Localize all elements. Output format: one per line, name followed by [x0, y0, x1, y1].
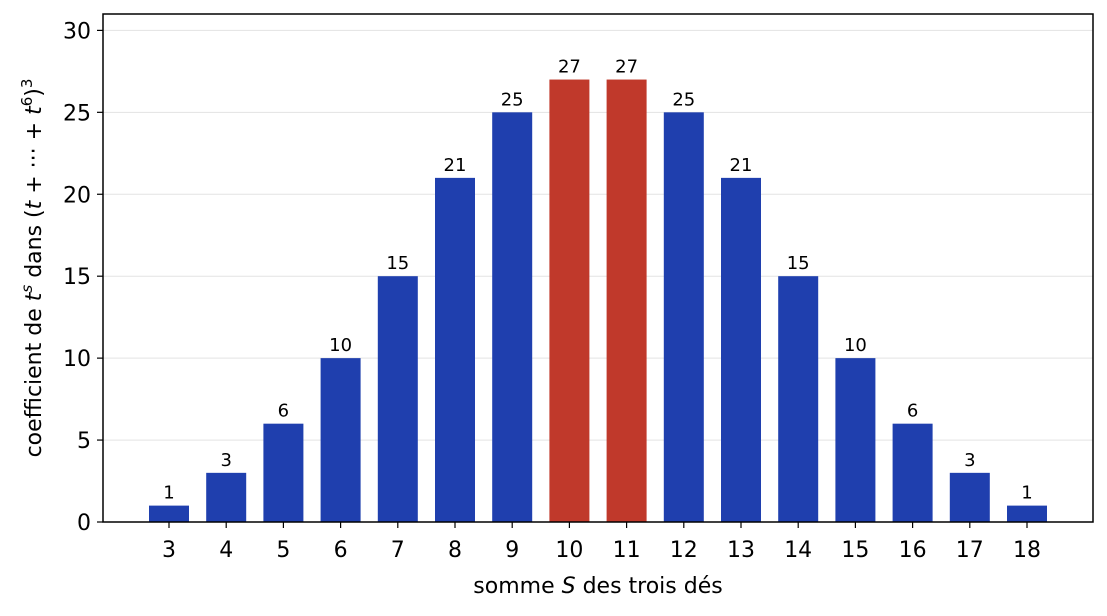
- bar-13: [721, 177, 761, 522]
- data-label-13: 21: [730, 155, 753, 176]
- y-axis-ticks: 0 5 10 15 20 25 30: [63, 19, 103, 536]
- gridlines: [103, 29, 1093, 523]
- x-tick-label-13: 13: [727, 538, 755, 563]
- data-label-5: 6: [278, 401, 289, 422]
- x-tick-label-9: 9: [505, 538, 519, 563]
- bar-17: [949, 472, 990, 522]
- x-tick-label-6: 6: [334, 538, 348, 563]
- y-tick-label-20: 20: [63, 183, 91, 208]
- y-axis-label: coefficient de ts dans (t + ··· + t6)3: [18, 79, 47, 458]
- y-tick-label-5: 5: [77, 429, 91, 454]
- x-tick-label-12: 12: [670, 538, 698, 563]
- data-label-17: 3: [964, 450, 975, 471]
- y-tick-label-30: 30: [63, 19, 91, 44]
- x-tick-label-18: 18: [1013, 538, 1041, 563]
- data-label-12: 25: [672, 89, 695, 110]
- x-tick-label-8: 8: [448, 538, 462, 563]
- x-tick-label-10: 10: [555, 538, 583, 563]
- bar-11: [606, 79, 647, 522]
- bar-4: [206, 472, 247, 522]
- x-tick-label-4: 4: [219, 538, 233, 563]
- bar-9: [492, 112, 533, 523]
- bar-10: [549, 79, 590, 522]
- bar-6: [320, 358, 361, 522]
- y-tick-label-10: 10: [63, 347, 91, 372]
- x-tick-label-7: 7: [391, 538, 405, 563]
- bar-18: [1007, 505, 1047, 522]
- bar-8: [435, 177, 475, 522]
- x-tick-label-11: 11: [613, 538, 641, 563]
- bar-14: [778, 276, 819, 522]
- bar-15: [835, 358, 876, 522]
- data-label-10: 27: [558, 57, 581, 78]
- y-tick-label-15: 15: [63, 265, 91, 290]
- data-label-3: 1: [163, 483, 174, 504]
- data-label-9: 25: [501, 89, 524, 110]
- y-tick-label-25: 25: [63, 101, 91, 126]
- x-tick-label-17: 17: [956, 538, 984, 563]
- data-label-6: 10: [329, 335, 352, 356]
- x-tick-label-16: 16: [899, 538, 927, 563]
- data-label-16: 6: [907, 401, 918, 422]
- data-label-11: 27: [615, 57, 638, 78]
- data-labels: 1 3 6 10 15 21 25 27 27 25 21 15 10 6 3 1: [163, 57, 1032, 504]
- bar-7: [377, 276, 418, 522]
- plot-frame: [102, 13, 1094, 523]
- bar-5: [263, 423, 304, 522]
- x-tick-label-3: 3: [162, 538, 176, 563]
- bar-3: [149, 505, 189, 522]
- bars: [149, 79, 1047, 523]
- data-label-4: 3: [220, 450, 231, 471]
- y-tick-label-0: 0: [77, 511, 91, 536]
- x-tick-label-15: 15: [841, 538, 869, 563]
- data-label-14: 15: [787, 253, 810, 274]
- data-label-18: 1: [1021, 483, 1032, 504]
- x-axis-ticks: 3 4 5 6 7 8 9 10 11 12 13 14 15 16 17 18: [162, 522, 1041, 563]
- x-tick-label-14: 14: [784, 538, 812, 563]
- bar-12: [663, 112, 704, 523]
- bar-16: [892, 423, 933, 522]
- x-tick-label-5: 5: [276, 538, 290, 563]
- data-label-8: 21: [444, 155, 467, 176]
- x-axis-label: somme S des trois dés: [473, 574, 722, 599]
- data-label-7: 15: [386, 253, 409, 274]
- data-label-15: 10: [844, 335, 867, 356]
